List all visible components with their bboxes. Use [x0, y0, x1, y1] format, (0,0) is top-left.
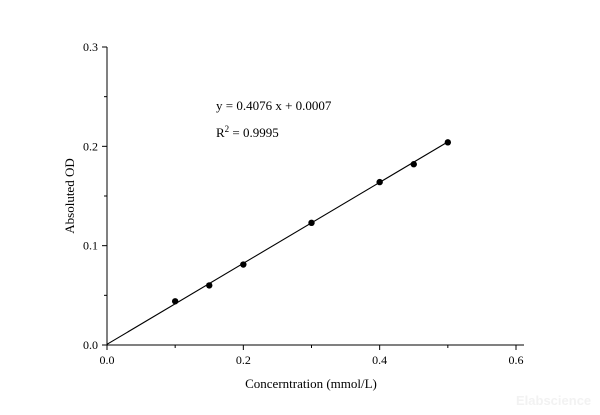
marks — [106, 139, 452, 345]
data-point — [308, 219, 315, 227]
y-tick-label: 0.0 — [83, 338, 98, 352]
r-squared-value: = 0.9995 — [229, 125, 279, 140]
data-point — [240, 261, 247, 268]
y-tick-label: 0.3 — [83, 40, 98, 54]
r-squared-prefix: R — [216, 125, 225, 140]
data-point — [410, 161, 417, 168]
data-point — [444, 139, 452, 146]
data-point — [171, 298, 179, 305]
x-tick-label: 0.4 — [372, 353, 387, 367]
x-tick-label: 0.0 — [100, 353, 115, 367]
r-squared-label: R2 = 0.9995 — [216, 124, 279, 140]
fit-line — [106, 141, 449, 345]
x-tick-label: 0.6 — [509, 353, 524, 367]
y-axis-title: Absoluted OD — [62, 158, 77, 233]
x-axis-title: Concerntration (mmol/L) — [245, 376, 377, 391]
watermark: Elabscience — [516, 393, 591, 408]
y-tick-label: 0.1 — [83, 239, 98, 253]
data-point — [376, 178, 383, 186]
r-squared-sup: 2 — [225, 124, 230, 134]
axes: 0.0 0.2 0.4 0.6 0.0 0.1 0.2 0.3 — [83, 40, 524, 367]
x-tick-label: 0.2 — [236, 353, 251, 367]
data-point — [206, 282, 213, 289]
equation-label: y = 0.4076 x + 0.0007 — [216, 98, 332, 113]
y-tick-label: 0.2 — [83, 139, 98, 153]
